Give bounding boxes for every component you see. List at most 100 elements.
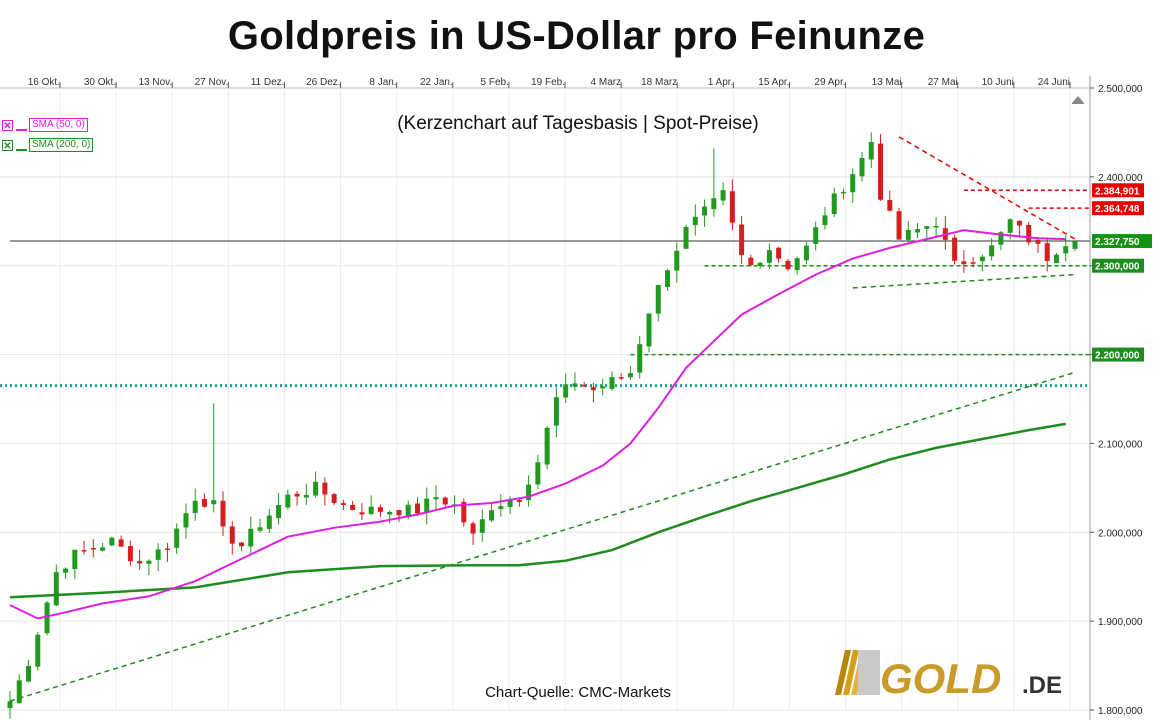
candle-body: [905, 229, 911, 240]
candle: [813, 221, 819, 251]
candle-body: [822, 215, 828, 226]
candle-body: [405, 504, 411, 517]
candle-body: [1044, 243, 1050, 261]
candle-body: [442, 497, 448, 505]
candle-body: [924, 226, 930, 229]
candle: [239, 541, 245, 551]
candle: [600, 378, 606, 396]
candle: [109, 536, 115, 547]
moving-averages: [9, 229, 1066, 620]
candle: [646, 313, 652, 353]
close-icon[interactable]: ✕: [2, 139, 13, 152]
candle: [35, 631, 41, 671]
legend-sma200[interactable]: ✕ SMA (200, 0): [2, 138, 94, 152]
candle: [618, 373, 624, 381]
candle-body: [961, 261, 967, 265]
candle: [720, 182, 726, 206]
candle: [164, 542, 170, 562]
gold-logo: GOLD .DE: [835, 650, 1062, 702]
close-icon[interactable]: ✕: [2, 119, 13, 132]
candlesticks: [7, 132, 1078, 719]
candle-body: [646, 313, 652, 347]
candle: [1016, 220, 1022, 238]
price-label-box: [1092, 258, 1144, 273]
candle-body: [248, 528, 254, 547]
line-swatch-icon: [16, 120, 27, 131]
annotations: (Kerzenchart auf Tagesbasis | Spot-Preis…: [397, 96, 1084, 702]
candle: [961, 250, 967, 273]
chart-subtitle: (Kerzenchart auf Tagesbasis | Spot-Preis…: [397, 113, 759, 134]
candle: [276, 493, 282, 525]
trend-lines: [9, 136, 1076, 702]
x-tick-label: 11 Dez.: [251, 77, 285, 88]
price-label-box: [1092, 201, 1144, 216]
price-label-text: 2.300,000: [1095, 262, 1140, 273]
candle: [81, 540, 87, 555]
home-icon: [1072, 96, 1084, 104]
price-label-text: 2.327,750: [1095, 237, 1140, 248]
candle-body: [915, 229, 921, 233]
candle-body: [739, 224, 745, 256]
candle: [905, 220, 911, 244]
candle: [1035, 237, 1041, 253]
price-label-text: 2.200,000: [1095, 351, 1140, 362]
candle-body: [1035, 240, 1041, 244]
candle-body: [201, 499, 207, 507]
x-tick-label: 24 Juni: [1038, 77, 1070, 88]
candle-body: [127, 546, 133, 562]
candle: [211, 403, 217, 513]
candle: [313, 471, 319, 498]
candle: [627, 366, 633, 380]
candle: [665, 269, 671, 291]
candle-body: [229, 526, 235, 544]
candle-body: [498, 506, 504, 510]
candle-body: [998, 232, 1004, 245]
gold-bar-icon: [858, 650, 880, 695]
candle-body: [35, 634, 41, 667]
candle-body: [100, 547, 106, 551]
candle-body: [331, 494, 337, 504]
candle-body: [868, 142, 874, 160]
candle: [90, 539, 96, 558]
candle: [359, 503, 365, 521]
candle-body: [896, 211, 902, 240]
candle: [137, 549, 143, 570]
legend-sma50[interactable]: ✕ SMA (50, 0): [2, 118, 88, 132]
candle: [766, 243, 772, 270]
candle-body: [285, 494, 291, 508]
price-labels: 2.384,901 2.364,748 2.327,750 2.300,000 2.20…: [1092, 183, 1152, 362]
candle: [887, 190, 893, 212]
candle-body: [81, 550, 87, 552]
x-tick-label: 30 Okt.: [84, 77, 116, 88]
candle: [470, 521, 476, 545]
x-tick-label: 27 Mai: [928, 77, 958, 88]
candle: [396, 509, 402, 522]
candle-body: [655, 284, 661, 314]
candle: [674, 242, 680, 283]
x-tick-label: 1 Apr.: [708, 77, 734, 88]
candle-body: [377, 507, 383, 512]
candle: [739, 216, 745, 264]
candle: [859, 151, 865, 182]
candle-body: [461, 501, 467, 523]
candle-body: [424, 498, 430, 513]
candle-body: [118, 539, 124, 547]
logo-text: GOLD: [880, 655, 1001, 702]
candle-body: [989, 245, 995, 257]
candle-body: [748, 257, 754, 266]
candle: [989, 238, 995, 261]
candle: [896, 207, 902, 240]
candle: [414, 497, 420, 517]
chart-title: Goldpreis in US-Dollar pro Feinunze: [227, 14, 926, 58]
candle-body: [322, 482, 328, 495]
candle-body: [785, 260, 791, 270]
candle-body: [137, 561, 143, 564]
candle: [183, 503, 189, 539]
candle-body: [7, 701, 13, 709]
candle: [637, 335, 643, 379]
trend-line: [852, 273, 1076, 289]
candle-body: [563, 384, 569, 398]
candle: [340, 499, 346, 511]
candle: [266, 508, 272, 533]
candle: [26, 659, 32, 683]
